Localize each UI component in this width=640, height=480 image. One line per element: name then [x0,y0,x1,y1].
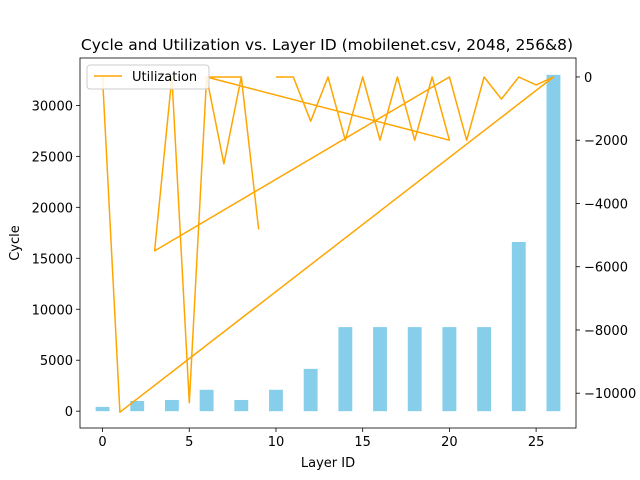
y-tick-label: 25000 [32,150,73,165]
bar-layer-16 [373,327,387,412]
bar-layer-14 [338,327,353,412]
bar-layer-18 [407,327,422,412]
plot-frame [79,57,577,429]
y-tick-label: 5000 [40,354,73,369]
utilization-line-layer [101,76,555,413]
bar-layer-24 [511,241,526,412]
y-tick-label: 0 [65,405,73,420]
bar-layer-22 [477,327,492,412]
bar-layer [95,74,561,412]
x-tick-label: 25 [528,435,545,450]
y2-tick-label: −4000 [584,197,628,212]
y-axis-left: 0 5000 10000 15000 20000 25000 30000 [32,99,80,420]
bar-layer-10 [269,389,283,412]
x-axis: 0 5 10 15 20 25 [98,428,544,450]
plot-area [80,58,576,428]
x-tick-label: 20 [441,435,458,450]
bar-layer-8 [234,399,249,412]
y-tick-label: 10000 [32,303,73,318]
y2-tick-label: −2000 [584,134,628,149]
bar-layer-0 [95,406,110,412]
legend-label-utilization: Utilization [132,70,197,85]
plot-border [79,57,577,429]
x-tick-label: 5 [185,435,193,450]
y-axis-title: Cycle [8,225,23,261]
chart-title: Cycle and Utilization vs. Layer ID (mobi… [81,36,573,54]
y-axis-right: −10000 −8000 −6000 −4000 −2000 0 [576,71,636,402]
legend: Utilization [86,64,210,90]
bar-layer-12 [303,368,318,412]
y2-tick-label: 0 [584,71,592,86]
bar-layer-6 [199,389,214,412]
y-tick-label: 30000 [32,99,73,114]
y-tick-label: 15000 [32,252,73,267]
bar-layer-26 [546,74,561,412]
x-tick-label: 10 [268,435,285,450]
bar-layer-2 [130,400,145,412]
legend-box [86,64,210,90]
x-axis-title: Layer ID [301,456,355,471]
x-tick-label: 0 [98,435,106,450]
x-tick-label: 15 [354,435,371,450]
utilization-line [101,76,555,413]
bar-layer-20 [442,327,457,412]
y2-tick-label: −6000 [584,261,628,276]
y2-tick-label: −10000 [584,387,636,402]
y-tick-label: 20000 [32,201,73,216]
y2-tick-label: −8000 [584,324,628,339]
bar-layer-4 [164,399,179,412]
